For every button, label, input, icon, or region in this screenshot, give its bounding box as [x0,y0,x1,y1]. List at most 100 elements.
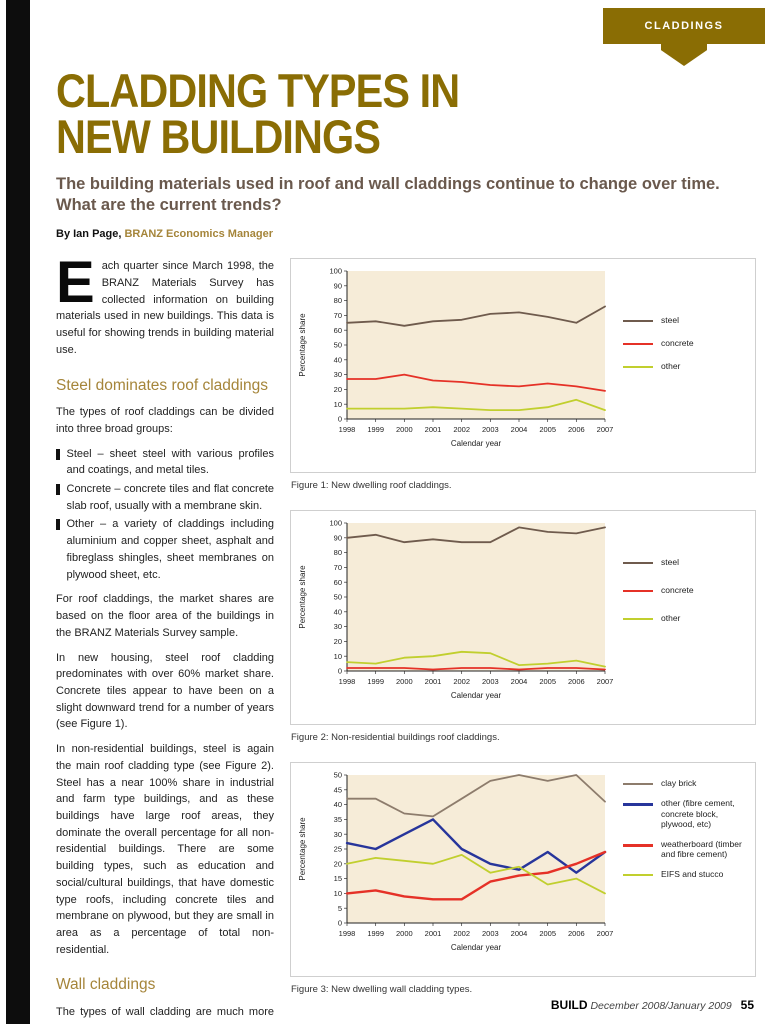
svg-text:2007: 2007 [597,929,614,938]
svg-text:1999: 1999 [367,929,384,938]
svg-text:0: 0 [338,415,342,424]
svg-text:2001: 2001 [425,677,442,686]
svg-text:15: 15 [334,875,342,884]
svg-text:2005: 2005 [539,425,556,434]
svg-text:2004: 2004 [511,425,528,434]
chart-canvas: 0 10 20 30 40 50 60 70 80 90 100 1998 1999 2000 2001 20… [298,267,614,448]
figure-2-chart-canvas: 0 10 20 30 40 50 60 70 80 90 100 1998 1999 2000 2001 20… [291,511,623,724]
svg-text:1998: 1998 [339,425,356,434]
legend-line-sample [623,617,653,620]
bullet-item: Steel – sheet steel with various profile… [56,446,274,479]
standfirst: The building materials used in roof and … [56,175,720,215]
legend-item: concrete [623,585,751,596]
chart-canvas: 0 10 20 30 40 50 60 70 80 90 100 1998 1999 2000 2001 20… [298,519,614,700]
svg-text:2002: 2002 [453,425,470,434]
author-role: BRANZ Economics Manager [124,228,274,241]
bullet-marker [56,519,60,531]
paragraph: In non-residential buildings, steel is a… [56,743,274,956]
page-content: CLADDING TYPES IN NEW BUILDINGS The buil… [56,0,756,1024]
paragraph: In new housing, steel roof cladding pred… [56,651,274,731]
svg-text:Calendar year: Calendar year [451,439,502,448]
svg-text:0: 0 [338,667,342,676]
legend-item: other (fibre cement, concrete block, ply… [623,798,751,830]
svg-text:45: 45 [334,786,342,795]
legend-item: other [623,613,751,624]
figure-2-caption: Figure 2: Non-residential buildings roof… [291,732,500,744]
svg-text:2004: 2004 [511,677,528,686]
svg-text:2003: 2003 [482,929,499,938]
svg-text:10: 10 [334,400,342,409]
section-heading-wall-claddings: Wall claddings [56,976,156,994]
svg-text:70: 70 [334,563,342,572]
legend-label: EIFS and stucco [661,869,724,880]
paragraph-lead-text: ach quarter since March 1998, the BRANZ … [56,260,274,356]
svg-text:30: 30 [334,830,342,839]
legend-item: weatherboard (timber and fibre cement) [623,839,751,860]
svg-text:2004: 2004 [511,929,528,938]
legend-label: concrete [661,337,694,348]
svg-text:2002: 2002 [453,677,470,686]
svg-text:2000: 2000 [396,425,413,434]
figure-2: 0 10 20 30 40 50 60 70 80 90 100 1998 1999 2000 2001 20… [290,510,756,743]
figure-1-caption: Figure 1: New dwelling roof claddings. [291,480,452,492]
svg-text:40: 40 [334,801,342,810]
drop-cap: E [56,250,95,316]
bullet-item: Concrete – concrete tiles and flat concr… [56,481,274,514]
legend-label: other (fibre cement, concrete block, ply… [661,797,735,830]
svg-text:2007: 2007 [597,425,614,434]
paragraph-continue: The types of wall cladding are much more… [56,1006,274,1024]
svg-text:2006: 2006 [568,677,585,686]
legend-label: concrete [661,584,694,595]
svg-text:10: 10 [334,652,342,661]
paragraph: For roof claddings, the market shares ar… [56,593,274,639]
legend-item: concrete [623,338,751,349]
author-name: By Ian Page, [56,228,122,241]
svg-text:40: 40 [334,608,342,617]
bullet-text: Other – a variety of claddings including… [66,518,275,581]
legend-label: steel [661,315,679,326]
svg-text:25: 25 [334,845,342,854]
page-title-line-1: CLADDING TYPES IN [56,64,460,117]
svg-text:Percentage share: Percentage share [298,313,307,377]
legend-line-sample [623,365,653,368]
svg-text:30: 30 [334,371,342,380]
magazine-name: BUILD [550,998,588,1012]
legend-label: weatherboard (timber and fibre cement) [661,838,742,860]
svg-text:90: 90 [334,282,342,291]
page-title-line-2: NEW BUILDINGS [56,110,381,164]
svg-text:2000: 2000 [396,677,413,686]
svg-text:Percentage share: Percentage share [298,565,307,629]
svg-text:40: 40 [334,356,342,365]
figure-3-chart-box: 0 5 10 15 20 25 30 35 40 45 50 1998 1999 2000 2001 2002… [290,762,756,978]
svg-text:50: 50 [334,771,342,780]
legend-line-sample [623,783,653,786]
svg-text:2007: 2007 [597,677,614,686]
charts-column: 0 10 20 30 40 50 60 70 80 90 100 1998 1999 2000 2001 20… [290,258,756,1024]
figure-3-legend: clay brick other (fibre cement, concrete … [623,763,755,976]
bullet-text: Concrete – concrete tiles and flat concr… [66,483,275,512]
section-heading-roof-claddings: Steel dominates roof claddings [56,376,268,394]
legend-label: steel [661,557,679,568]
page-number: 55 [740,998,754,1012]
legend-item: steel [623,557,751,568]
legend-line-sample [623,320,653,323]
bullet-marker [56,448,60,460]
bullet-text: Steel – sheet steel with various profile… [66,447,275,477]
legend-line-sample [623,874,653,877]
legend-label: clay brick [661,778,697,789]
figure-1-legend: steel concrete other [623,259,755,472]
svg-text:1999: 1999 [367,677,384,686]
svg-text:2006: 2006 [568,425,585,434]
figure-2-legend: steel concrete other [623,511,755,724]
svg-text:0: 0 [338,919,342,928]
section-tag: CLADDINGS [603,8,765,44]
svg-text:20: 20 [334,860,342,869]
svg-text:60: 60 [334,578,342,587]
legend-item: EIFS and stucco [623,869,751,880]
svg-text:Percentage share: Percentage share [298,817,307,881]
svg-text:20: 20 [334,385,342,394]
figure-3-chart-canvas: 0 5 10 15 20 25 30 35 40 45 50 1998 1999 2000 2001 2002… [291,763,623,976]
